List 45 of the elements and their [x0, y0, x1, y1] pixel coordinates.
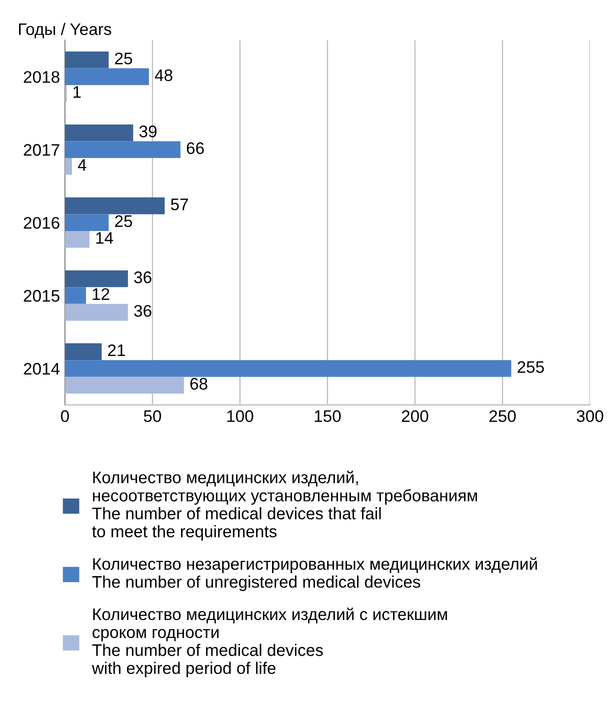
bar — [64, 141, 180, 158]
x-tick-label: 50 — [144, 410, 162, 422]
x-tick-label: 100 — [227, 410, 254, 422]
bar — [64, 230, 90, 248]
data-label: 57 — [170, 198, 188, 210]
bar — [64, 304, 128, 321]
y-tick-label: 2018 — [24, 71, 60, 83]
x-tick-label: 0 — [60, 410, 69, 422]
bar — [64, 158, 72, 175]
legend-label: Количество незарегистрированных медицинских изделий The number of unregistered medical devices — [92, 557, 537, 592]
bar — [64, 214, 109, 231]
y-tick-label: 2017 — [24, 144, 60, 156]
data-label: 12 — [92, 288, 110, 300]
x-tick-label: 150 — [314, 410, 341, 422]
y-tick-label: 2014 — [24, 362, 60, 375]
bar — [64, 360, 512, 377]
data-label: 25 — [115, 215, 132, 228]
data-label: 14 — [96, 232, 114, 244]
legend-label: Количество медицинских изделий, несоответствующих установленным требованиям The number of medical devices that fail to meet the requirements — [92, 470, 477, 541]
data-label: 39 — [139, 126, 157, 138]
bar — [64, 287, 86, 304]
bar — [64, 68, 149, 86]
data-label: 66 — [186, 142, 204, 154]
bar — [64, 376, 184, 394]
data-label: 25 — [115, 52, 132, 64]
data-label: 4 — [78, 159, 86, 171]
y-axis-title: Годы / Years — [19, 22, 112, 38]
x-tick-label: 200 — [402, 410, 428, 422]
legend-label: Количество медицинских изделий с истекшим сроком годности The number of medical devices with expired period of life — [92, 608, 447, 678]
data-label: 48 — [154, 69, 172, 82]
x-tick-label: 300 — [576, 410, 604, 422]
data-label: 36 — [134, 304, 152, 317]
data-label: 255 — [518, 361, 544, 373]
data-label: 1 — [74, 86, 81, 98]
x-tick-label: 250 — [489, 410, 516, 422]
data-label: 68 — [190, 378, 208, 390]
bar — [64, 52, 109, 68]
bar — [64, 343, 102, 360]
data-label: 21 — [108, 344, 125, 356]
data-label: 36 — [134, 271, 152, 284]
bar — [64, 197, 165, 214]
bar — [64, 124, 134, 142]
y-tick-label: 2015 — [24, 290, 60, 302]
bar — [64, 270, 128, 288]
y-tick-label: 2016 — [24, 216, 60, 229]
